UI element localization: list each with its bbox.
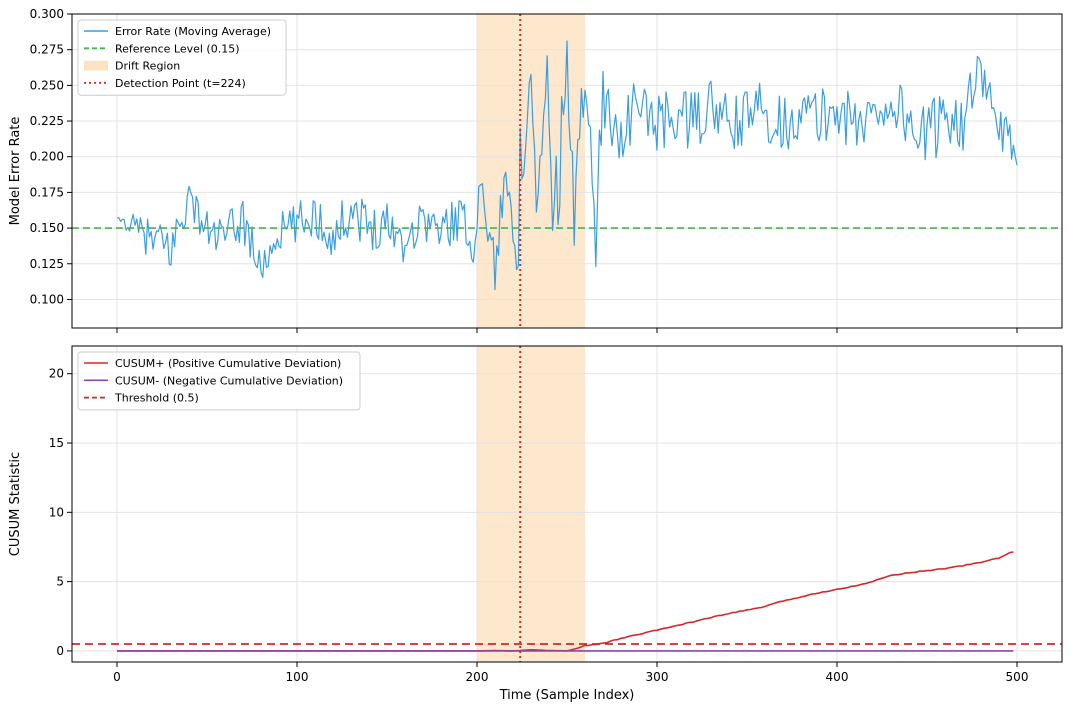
y-tick-label: 15 bbox=[49, 436, 64, 450]
axes-frame bbox=[71, 13, 1063, 329]
y-axis-label: Model Error Rate bbox=[8, 117, 23, 226]
legend-entry: Reference Level (0.15) bbox=[84, 42, 240, 55]
y-tick-label: 0.100 bbox=[30, 292, 64, 306]
legend: Error Rate (Moving Average) Reference Lev… bbox=[77, 19, 287, 96]
y-axis-label: CUSUM Statistic bbox=[8, 452, 23, 556]
y-tick-label: 0.200 bbox=[30, 150, 64, 164]
x-tick-label: 300 bbox=[646, 670, 669, 684]
y-tick-label: 0.175 bbox=[30, 185, 64, 199]
x-tick-label: 0 bbox=[113, 670, 121, 684]
legend-label: Error Rate (Moving Average) bbox=[115, 25, 271, 38]
legend-swatch bbox=[84, 60, 108, 71]
y-tick-label: 0.275 bbox=[30, 43, 64, 57]
x-axis-label: Time (Sample Index) bbox=[499, 688, 635, 703]
x-tick-label: 400 bbox=[826, 670, 849, 684]
legend-label: CUSUM- (Negative Cumulative Deviation) bbox=[115, 374, 343, 387]
error-rate-panel: 0.100 0.125 0.150 0.175 0.200 0.225 0.250 0.275… bbox=[8, 7, 1063, 333]
legend-label: Threshold (0.5) bbox=[114, 392, 199, 405]
legend: CUSUM+ (Positive Cumulative Deviation) CU… bbox=[77, 351, 361, 411]
legend-entry: Threshold (0.5) bbox=[84, 392, 199, 405]
y-tick-label: 5 bbox=[56, 575, 64, 589]
legend-entry: Drift Region bbox=[84, 60, 180, 73]
legend-label: CUSUM+ (Positive Cumulative Deviation) bbox=[115, 357, 341, 370]
legend-label: Drift Region bbox=[115, 60, 180, 73]
drift-region-shade bbox=[477, 14, 585, 328]
y-tick-label: 0.300 bbox=[30, 7, 64, 21]
cusum-panel: 0 100 200 300 400 500 0 5 10 15 20 CUSUM Statistic T… bbox=[8, 345, 1063, 703]
legend-entry: CUSUM+ (Positive Cumulative Deviation) bbox=[84, 357, 341, 370]
y-tick-label: 0.150 bbox=[30, 221, 64, 235]
legend-label: Detection Point (t=224) bbox=[115, 77, 246, 90]
y-tick-label: 10 bbox=[49, 505, 64, 519]
legend-entry: Error Rate (Moving Average) bbox=[84, 25, 271, 38]
y-tick-label: 0.250 bbox=[30, 78, 64, 92]
x-tick-label: 100 bbox=[286, 670, 309, 684]
axes-frame bbox=[71, 345, 1063, 663]
x-tick-label: 500 bbox=[1006, 670, 1029, 684]
y-tick-label: 0 bbox=[56, 644, 64, 658]
legend-entry: Detection Point (t=224) bbox=[84, 77, 246, 90]
legend-entry: CUSUM- (Negative Cumulative Deviation) bbox=[84, 374, 343, 387]
legend-box bbox=[77, 351, 361, 411]
legend-box bbox=[77, 19, 287, 96]
y-tick-label: 20 bbox=[49, 367, 64, 381]
y-tick-label: 0.125 bbox=[30, 257, 64, 271]
series-line bbox=[116, 40, 1018, 291]
legend-label: Reference Level (0.15) bbox=[115, 42, 240, 55]
y-tick-label: 0.225 bbox=[30, 114, 64, 128]
drift-region-shade bbox=[477, 346, 585, 662]
x-tick-label: 200 bbox=[466, 670, 489, 684]
